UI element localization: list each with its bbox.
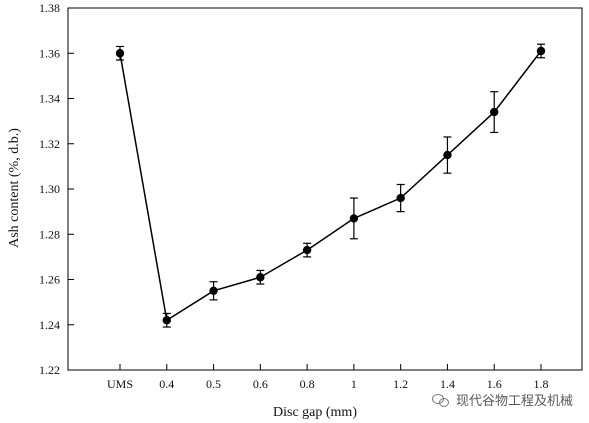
y-tick-label: 1.24 [39, 318, 60, 332]
data-point [115, 49, 125, 58]
data-point [490, 107, 499, 117]
x-tick-label: 1.8 [534, 377, 549, 391]
x-tick-label: 1.6 [487, 377, 502, 391]
ash-content-line [119, 50, 542, 322]
y-tick-label: 1.38 [39, 1, 60, 15]
x-tick-label: UMS [107, 377, 133, 391]
x-axis-label: Disc gap (mm) [273, 405, 357, 420]
watermark: 现代谷物工程及机械 [431, 390, 573, 409]
watermark-text: 现代谷物工程及机械 [455, 394, 573, 409]
y-tick-label: 1.32 [39, 137, 60, 151]
data-point [256, 273, 265, 282]
data-point [209, 286, 218, 296]
y-tick-label: 1.30 [39, 182, 60, 196]
x-tick-label: 0.5 [206, 377, 221, 391]
data-point [443, 150, 452, 160]
y-tick-label: 1.28 [39, 227, 60, 241]
error-bars [116, 43, 545, 328]
wechat-icon [431, 393, 450, 407]
x-tick-label: 1.4 [440, 377, 455, 391]
data-point [536, 46, 546, 56]
x-tick-label: 1.2 [393, 377, 408, 391]
data-point [349, 214, 359, 223]
data-point [302, 245, 312, 255]
y-tick-label: 1.36 [39, 46, 60, 60]
x-ticks: UMS 0.4 0.5 0.6 0.8 1 1.2 1.4 1.6 1.8 [107, 364, 549, 391]
x-tick-label: 0.4 [159, 377, 174, 391]
data-point [396, 193, 405, 203]
x-tick-label: 0.6 [253, 377, 268, 391]
data-points [115, 46, 546, 325]
x-tick-label: 0.8 [300, 377, 315, 391]
data-point [162, 316, 171, 325]
y-tick-label: 1.22 [39, 363, 60, 377]
axes [67, 7, 583, 371]
series-line [119, 50, 542, 322]
y-ticks: 1.22 1.24 1.26 1.28 1.30 1.32 1.34 1.36 1.38 [39, 1, 74, 377]
plot-frame [67, 7, 583, 371]
y-tick-label: 1.26 [39, 273, 60, 287]
y-axis-label: Ash content (%, d.b.) [7, 128, 22, 248]
y-tick-label: 1.34 [39, 92, 60, 106]
x-tick-label: 1 [351, 377, 357, 391]
